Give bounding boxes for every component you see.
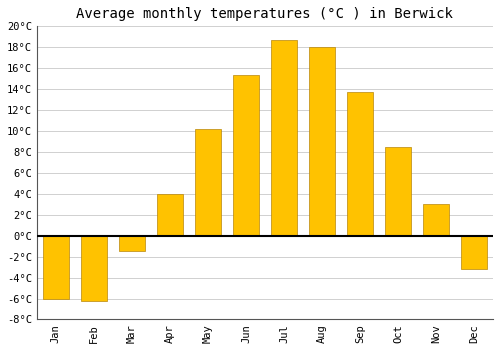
Bar <box>42 236 69 299</box>
Bar <box>194 129 221 236</box>
Title: Average monthly temperatures (°C ) in Berwick: Average monthly temperatures (°C ) in Be… <box>76 7 454 21</box>
Bar <box>270 40 297 236</box>
Bar <box>384 147 411 236</box>
Bar <box>308 47 336 236</box>
Bar <box>422 204 450 236</box>
Bar <box>156 194 183 236</box>
Bar <box>232 76 259 236</box>
Bar <box>346 92 374 236</box>
Bar <box>460 236 487 269</box>
Bar <box>118 236 145 251</box>
Bar <box>80 236 107 301</box>
